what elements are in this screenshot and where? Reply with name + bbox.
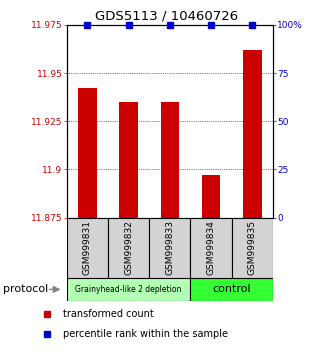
Text: transformed count: transformed count <box>63 309 154 319</box>
Bar <box>161 102 179 218</box>
Bar <box>202 175 220 218</box>
Text: GDS5113 / 10460726: GDS5113 / 10460726 <box>95 10 238 22</box>
Text: GSM999835: GSM999835 <box>248 220 257 275</box>
Text: protocol: protocol <box>3 284 49 295</box>
Text: GSM999832: GSM999832 <box>124 220 133 275</box>
Bar <box>78 88 97 218</box>
Bar <box>108 218 149 278</box>
Bar <box>67 278 190 301</box>
Text: GSM999831: GSM999831 <box>83 220 92 275</box>
Bar <box>190 278 273 301</box>
Text: GSM999834: GSM999834 <box>206 220 216 275</box>
Bar <box>149 218 190 278</box>
Text: percentile rank within the sample: percentile rank within the sample <box>63 329 228 339</box>
Bar <box>67 218 108 278</box>
Text: GSM999833: GSM999833 <box>165 220 174 275</box>
Text: Grainyhead-like 2 depletion: Grainyhead-like 2 depletion <box>75 285 182 294</box>
Text: control: control <box>212 284 251 295</box>
Bar <box>232 218 273 278</box>
Bar <box>243 50 262 218</box>
Bar <box>190 218 232 278</box>
Bar <box>119 102 138 218</box>
